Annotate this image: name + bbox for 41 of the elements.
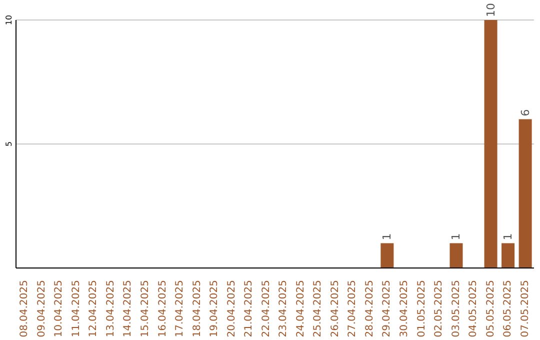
x-tick-label: 25.04.2025 [312, 280, 324, 338]
x-tick-label: 29.04.2025 [382, 280, 393, 338]
data-label: 1 [450, 233, 463, 240]
x-tick-label: 02.05.2025 [434, 280, 445, 338]
x-tick-label: 16.04.2025 [157, 280, 168, 338]
data-label: 10 [484, 3, 498, 17]
bar [518, 119, 532, 268]
x-tick-label: 13.04.2025 [105, 280, 116, 338]
x-tick-label: 10.04.2025 [54, 280, 65, 338]
x-tick-label: 28.04.2025 [364, 280, 376, 338]
data-label: 6 [518, 109, 532, 116]
data-label: 1 [502, 233, 515, 240]
x-tick-label: 08.04.2025 [19, 280, 30, 338]
x-tick-label: 04.05.2025 [468, 280, 480, 338]
x-tick-label: 30.04.2025 [399, 280, 410, 338]
data-label: 1 [380, 233, 394, 240]
x-tick-label: 11.04.2025 [70, 280, 82, 338]
x-tick-label: 01.05.2025 [416, 280, 428, 338]
x-tick-label: 06.05.2025 [502, 280, 514, 338]
x-tick-label: 20.04.2025 [226, 280, 238, 338]
bar [450, 243, 463, 268]
x-tick-label: 17.04.2025 [174, 280, 186, 338]
x-tick-label: 05.05.2025 [485, 280, 496, 338]
x-tick-label: 27.04.2025 [347, 280, 358, 338]
x-tick-label: 23.04.2025 [278, 280, 290, 338]
y-tick-label: 5 [4, 141, 14, 147]
x-tick-label: 21.04.2025 [244, 280, 255, 338]
x-tick-label: 19.04.2025 [209, 280, 220, 338]
x-tick-label: 12.04.2025 [88, 280, 100, 338]
x-tick-label: 26.04.2025 [330, 280, 341, 338]
bar [484, 20, 498, 268]
x-tick-label: 22.04.2025 [260, 280, 272, 338]
x-tick-label: 14.04.2025 [122, 280, 134, 338]
x-tick-label: 03.05.2025 [450, 280, 462, 338]
x-tick-label: 15.04.2025 [140, 280, 151, 338]
x-tick-label: 24.04.2025 [295, 280, 306, 338]
x-tick-label: 07.05.2025 [520, 280, 531, 338]
x-tick-label: 09.04.2025 [36, 280, 48, 338]
bar [380, 243, 394, 268]
bar [502, 243, 515, 268]
x-tick-label: 18.04.2025 [192, 280, 203, 338]
